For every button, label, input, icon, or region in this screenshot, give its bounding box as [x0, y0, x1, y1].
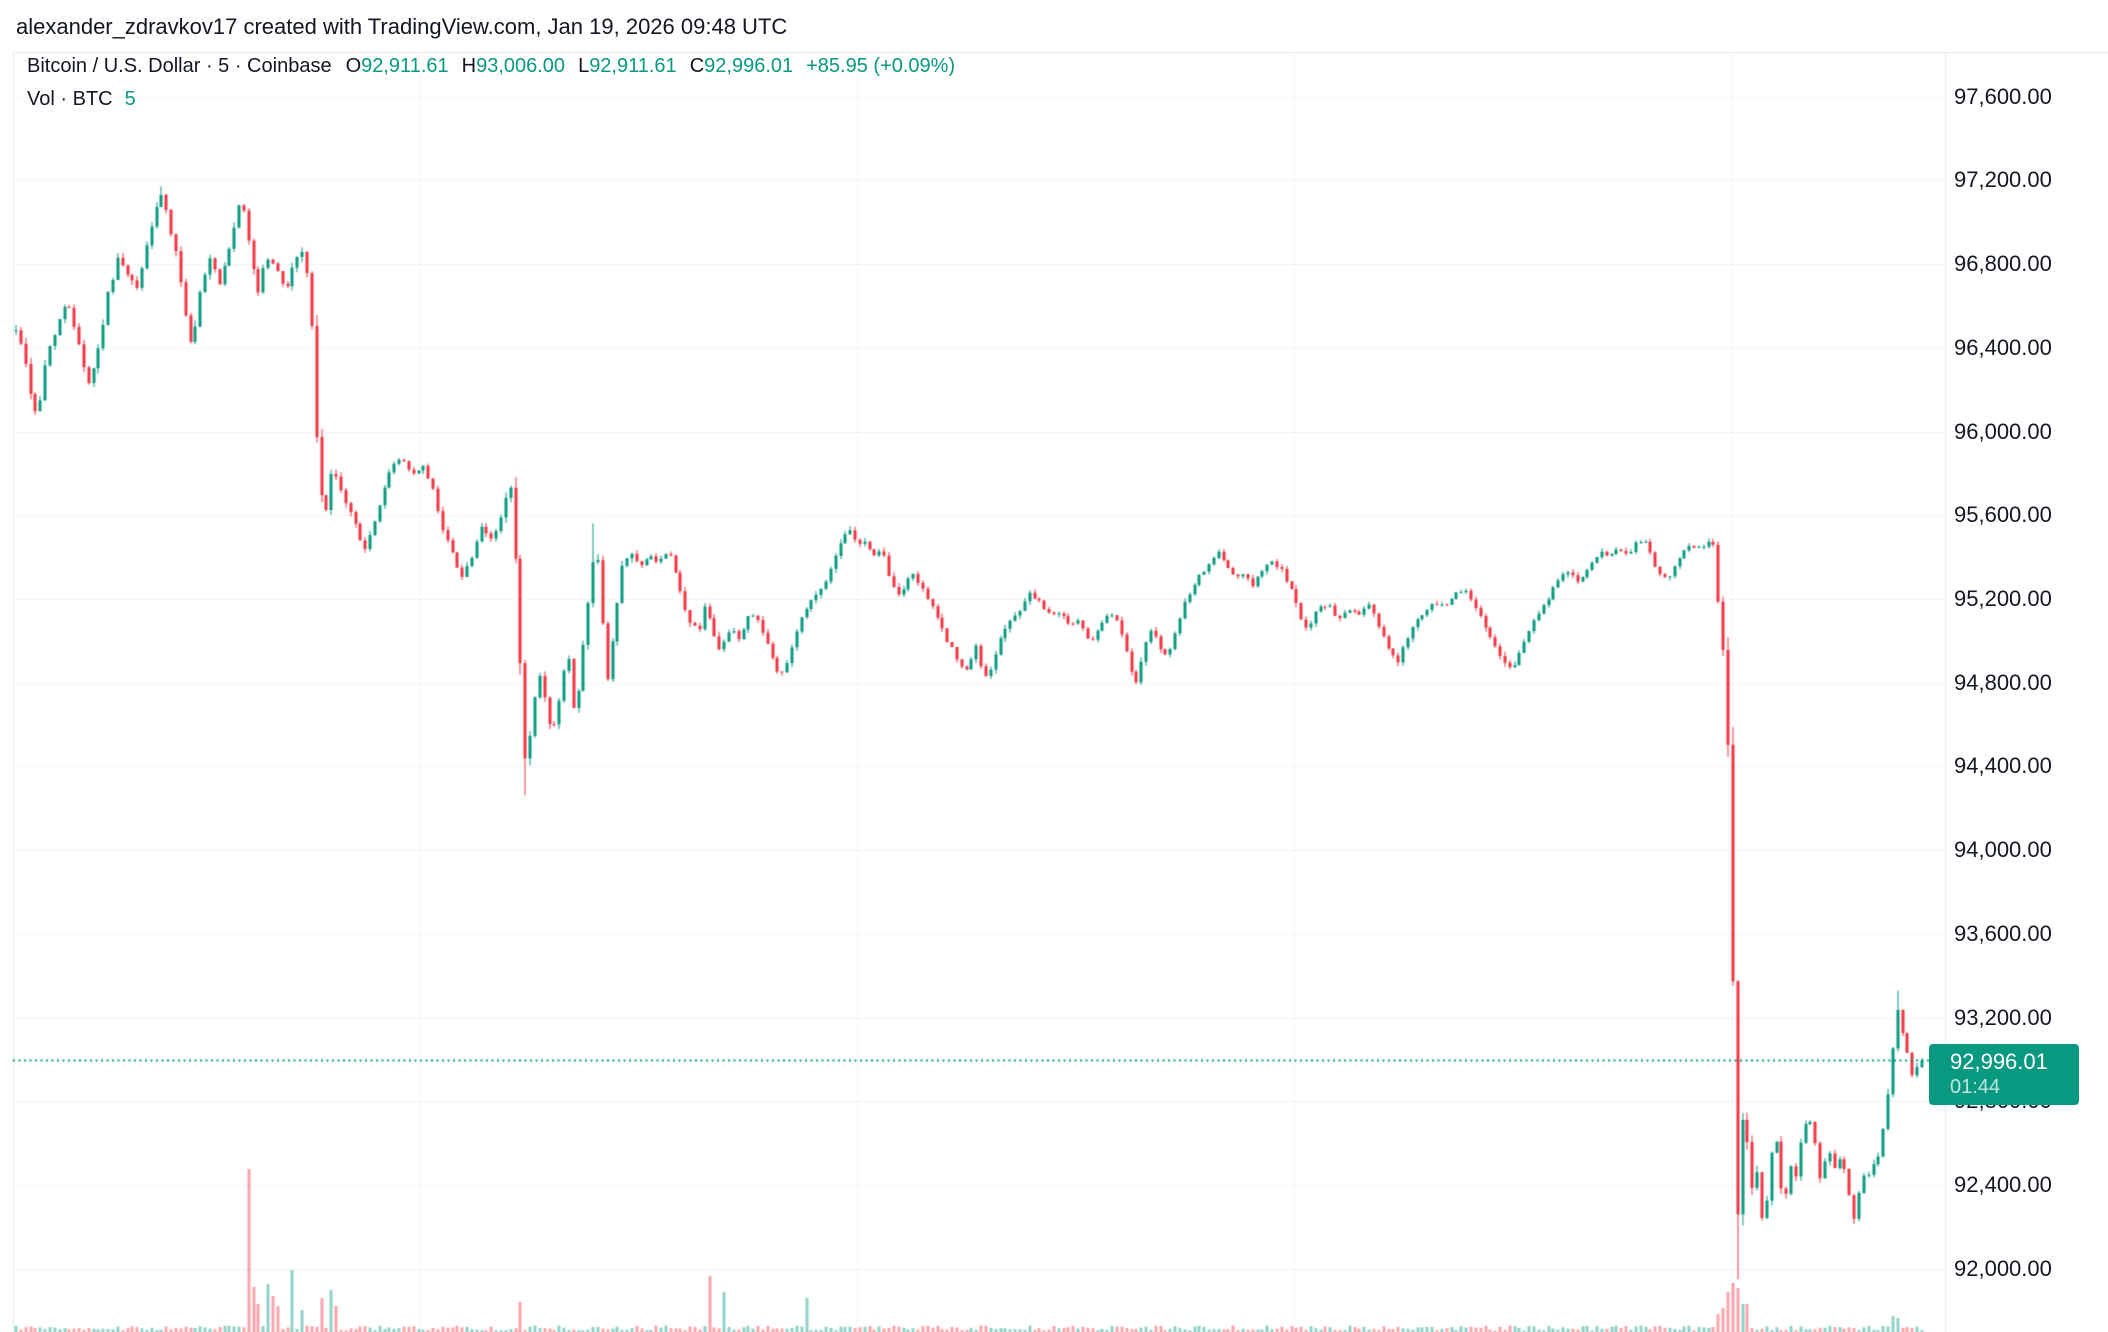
change-value: +85.95 (+0.09%): [806, 55, 956, 77]
volume-indicator-label[interactable]: Vol · BTC: [27, 88, 113, 110]
close-value: 92,996.01: [704, 55, 794, 77]
low-label: L: [578, 55, 590, 77]
high-label: H: [461, 55, 477, 77]
legend-symbol-row[interactable]: Bitcoin / U.S. Dollar · 5 · Coinbase O 9…: [27, 55, 955, 88]
close-label: C: [689, 55, 705, 77]
bar-countdown: 01:44: [1950, 1076, 2001, 1099]
open-label: O: [345, 55, 362, 77]
price-axis-label: 95,600.00: [1954, 502, 2052, 528]
price-axis-label: 97,600.00: [1954, 83, 2052, 109]
price-axis-label: 96,000.00: [1954, 418, 2052, 444]
price-axis-label: 94,800.00: [1954, 669, 2052, 695]
legend-volume-row[interactable]: Vol · BTC 5: [27, 88, 955, 121]
price-axis-label: 92,400.00: [1954, 1171, 2052, 1197]
price-axis-label: 93,200.00: [1954, 1004, 2052, 1030]
chart-legend: Bitcoin / U.S. Dollar · 5 · Coinbase O 9…: [27, 55, 955, 121]
last-price-badge: 92,996.01 01:44: [1929, 1044, 2079, 1106]
symbol-title[interactable]: Bitcoin / U.S. Dollar · 5 · Coinbase: [27, 55, 332, 77]
price-axis-label: 94,400.00: [1954, 753, 2052, 779]
price-axis-label: 93,600.00: [1954, 920, 2052, 946]
last-price-value: 92,996.01: [1950, 1049, 2048, 1075]
price-axis-label: 92,000.00: [1954, 1255, 2052, 1281]
price-axis-label: 94,000.00: [1954, 837, 2052, 863]
price-axis-label: 96,800.00: [1954, 251, 2052, 277]
price-axis-label: 96,400.00: [1954, 334, 2052, 360]
low-value: 92,911.61: [589, 55, 677, 77]
high-value: 93,006.00: [476, 55, 566, 77]
open-value: 92,911.61: [361, 55, 449, 77]
price-axis-label: 97,200.00: [1954, 167, 2052, 193]
attribution-text: alexander_zdravkov17 created with Tradin…: [16, 14, 788, 39]
price-axis-label: 95,200.00: [1954, 585, 2052, 611]
volume-value: 5: [124, 88, 136, 110]
